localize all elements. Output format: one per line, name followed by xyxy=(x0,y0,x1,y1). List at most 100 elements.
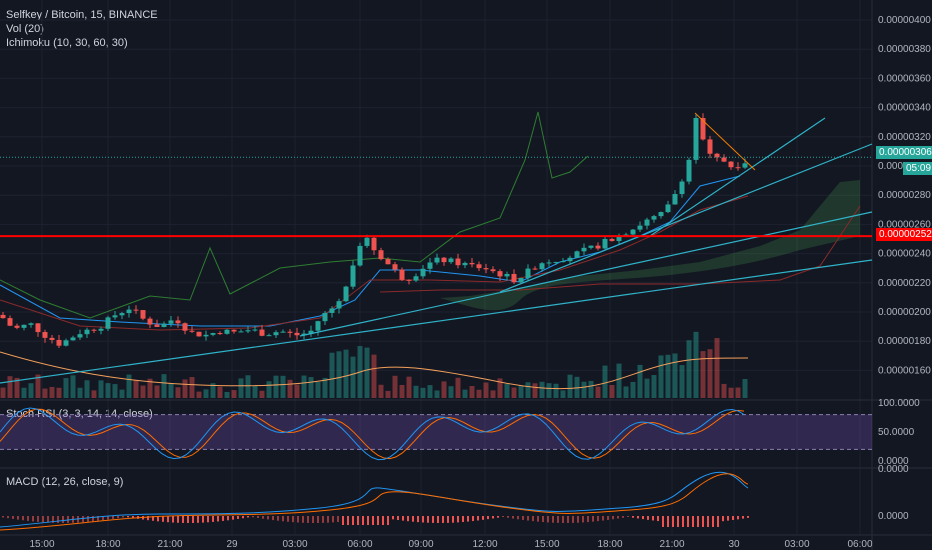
macd-tick-label: 0.0000 xyxy=(878,511,909,522)
volume-bar xyxy=(84,380,90,398)
symbol-label: Selfkey / Bitcoin, 15, BINANCE xyxy=(6,9,158,21)
volume-bar xyxy=(378,384,384,398)
ichimoku-kijun xyxy=(0,195,749,331)
candle-body xyxy=(21,324,27,328)
macd-histogram-bar xyxy=(407,516,409,522)
volume-bar xyxy=(210,383,216,398)
macd-histogram-bar xyxy=(222,516,224,521)
candle-body xyxy=(196,331,202,337)
candle-body xyxy=(609,238,615,242)
price-tick-label: 0.00000340 xyxy=(878,103,931,114)
candle-body xyxy=(658,212,664,217)
candle-body xyxy=(203,334,209,337)
volume-bar xyxy=(364,347,370,398)
macd-histogram-bar xyxy=(272,516,274,521)
volume-bar xyxy=(371,354,377,398)
macd-histogram-bar xyxy=(747,516,749,518)
volume-bar xyxy=(329,352,335,398)
volume-bar xyxy=(154,385,160,398)
volume-bar xyxy=(126,374,132,398)
volume-bar xyxy=(322,377,328,398)
volume-bar xyxy=(273,375,279,398)
candle-body xyxy=(357,245,363,266)
macd-histogram-bar xyxy=(167,516,169,523)
volume-bar xyxy=(665,354,671,398)
macd-histogram-bar xyxy=(62,516,64,523)
candle-body xyxy=(210,333,216,335)
macd-histogram-bar xyxy=(627,516,629,518)
macd-histogram-bar xyxy=(542,516,544,523)
candle-body xyxy=(168,320,174,324)
macd-histogram-bar xyxy=(47,516,49,523)
macd-histogram-bar xyxy=(227,516,229,521)
candle-body xyxy=(119,313,125,316)
candle-body xyxy=(371,237,377,251)
volume-bar xyxy=(581,381,587,398)
volume-bar xyxy=(182,379,188,398)
volume-bar xyxy=(504,384,510,398)
candle-body xyxy=(413,276,419,281)
candle-body xyxy=(644,219,650,226)
macd-histogram-bar xyxy=(527,516,529,521)
volume-bar xyxy=(91,390,97,398)
macd-histogram-bar xyxy=(637,516,639,519)
volume-bar xyxy=(413,385,419,398)
macd-histogram-bar xyxy=(232,516,234,520)
candle-body xyxy=(126,309,132,314)
candle-body xyxy=(560,261,566,263)
candle-body xyxy=(546,262,552,264)
candle-body xyxy=(686,159,692,182)
macd-histogram-bar xyxy=(692,516,694,527)
candle-body xyxy=(91,329,97,331)
candle-body xyxy=(259,329,265,336)
macd-histogram-bar xyxy=(537,516,539,522)
trendline xyxy=(299,211,873,337)
macd-tick-label: 0.0000 xyxy=(878,464,909,475)
trendline xyxy=(499,143,873,293)
candle-body xyxy=(420,268,426,277)
volume-bar xyxy=(728,387,734,398)
volume-bar xyxy=(231,390,237,398)
candle-body xyxy=(476,264,482,269)
macd-histogram-bar xyxy=(667,516,669,527)
macd-histogram-bar xyxy=(562,516,564,523)
volume-bar xyxy=(623,386,629,398)
candle-body xyxy=(483,268,489,270)
volume-bar xyxy=(742,378,748,398)
stoch-rsi-label: Stoch RSI (3, 3, 14, 14, close) xyxy=(6,408,153,420)
last-price-tag: 0.00000306 xyxy=(876,146,932,159)
macd-histogram-bar xyxy=(597,516,599,522)
candle-body xyxy=(35,323,41,333)
volume-bar xyxy=(238,378,244,398)
candle-body xyxy=(399,269,405,280)
macd-histogram-bar xyxy=(217,516,219,522)
volume-bar xyxy=(140,385,146,398)
volume-bar xyxy=(448,386,454,398)
macd-histogram-bar xyxy=(547,516,549,523)
macd-histogram-bar xyxy=(127,516,129,518)
candle-body xyxy=(637,225,643,230)
volume-bar xyxy=(315,382,321,398)
candle-body xyxy=(273,332,279,336)
volume-bar xyxy=(189,377,195,398)
volume-bar xyxy=(714,338,720,398)
macd-histogram-bar xyxy=(652,516,654,521)
macd-histogram-bar xyxy=(577,516,579,523)
volume-bar xyxy=(7,376,13,398)
volume-bar xyxy=(56,387,62,398)
volume-bar xyxy=(42,388,48,398)
macd-histogram-bar xyxy=(347,516,349,525)
price-tick-label: 0.00000240 xyxy=(878,249,931,260)
macd-histogram-bar xyxy=(457,516,459,523)
candle-body xyxy=(707,139,713,154)
macd-histogram-bar xyxy=(702,516,704,527)
time-tick-label: 06:00 xyxy=(847,539,872,550)
macd-histogram-bar xyxy=(252,516,254,518)
candle-body xyxy=(147,318,153,325)
volume-bar xyxy=(567,374,573,398)
macd-histogram-bar xyxy=(242,516,244,519)
macd-line xyxy=(0,471,749,528)
candle-body xyxy=(0,314,6,319)
macd-histogram-bar xyxy=(172,516,174,523)
